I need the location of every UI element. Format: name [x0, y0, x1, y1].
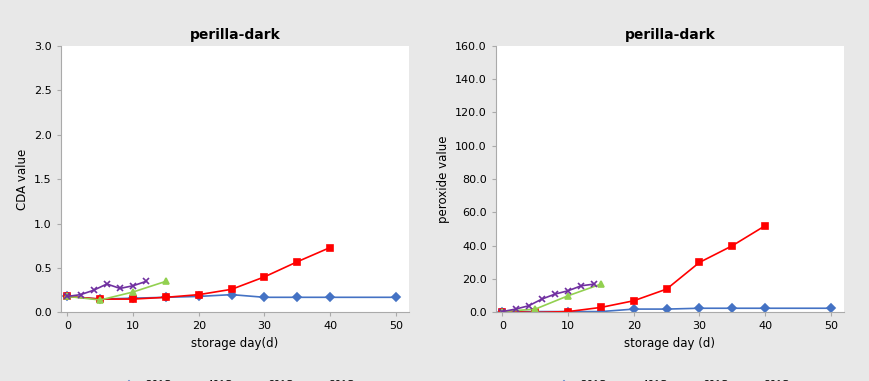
20°C [390, 295, 401, 299]
Line: 20°C: 20°C [64, 292, 398, 302]
Line: 40°C: 40°C [499, 223, 767, 315]
40°C [161, 295, 171, 299]
20°C [128, 296, 138, 301]
40°C [562, 309, 573, 314]
Legend: 20°C, 40°C, 60°C, 80°C: 20°C, 40°C, 60°C, 80°C [111, 376, 358, 381]
60°C [95, 298, 105, 302]
80°C [497, 309, 507, 314]
80°C [575, 283, 586, 288]
20°C [529, 309, 540, 314]
Line: 60°C: 60°C [499, 281, 603, 314]
Y-axis label: CDA value: CDA value [16, 149, 29, 210]
80°C [536, 297, 547, 301]
Line: 80°C: 80°C [499, 281, 596, 314]
60°C [529, 307, 540, 311]
80°C [76, 292, 86, 297]
20°C [627, 307, 638, 311]
Title: perilla-dark: perilla-dark [189, 28, 280, 42]
20°C [95, 297, 105, 301]
80°C [588, 282, 599, 287]
40°C [193, 292, 203, 297]
20°C [63, 294, 73, 299]
20°C [759, 306, 769, 311]
20°C [193, 294, 203, 299]
80°C [63, 294, 73, 299]
20°C [825, 306, 835, 311]
20°C [161, 295, 171, 299]
80°C [115, 286, 125, 291]
Title: perilla-dark: perilla-dark [624, 28, 714, 42]
20°C [660, 307, 671, 311]
20°C [562, 309, 573, 314]
80°C [128, 283, 138, 288]
80°C [562, 288, 573, 293]
Y-axis label: peroxide value: peroxide value [436, 135, 449, 223]
80°C [510, 307, 521, 311]
20°C [595, 309, 606, 314]
20°C [693, 306, 704, 311]
20°C [292, 295, 302, 299]
40°C [324, 245, 335, 250]
40°C [595, 305, 606, 310]
40°C [627, 298, 638, 303]
60°C [595, 282, 606, 287]
20°C [726, 306, 737, 311]
20°C [226, 292, 236, 297]
80°C [549, 292, 560, 296]
60°C [161, 279, 171, 283]
80°C [102, 282, 112, 286]
20°C [497, 309, 507, 314]
X-axis label: storage day (d): storage day (d) [624, 337, 714, 350]
40°C [292, 259, 302, 264]
40°C [529, 310, 540, 315]
Legend: 20°C, 40°C, 60°C, 80°C: 20°C, 40°C, 60°C, 80°C [546, 376, 793, 381]
Line: 80°C: 80°C [64, 279, 149, 299]
40°C [63, 294, 73, 299]
20°C [324, 295, 335, 299]
80°C [89, 288, 99, 293]
Line: 60°C: 60°C [64, 279, 169, 303]
X-axis label: storage day(d): storage day(d) [191, 337, 278, 350]
80°C [141, 279, 151, 283]
20°C [259, 295, 269, 299]
40°C [259, 275, 269, 279]
60°C [497, 309, 507, 314]
40°C [95, 297, 105, 301]
40°C [726, 243, 737, 248]
40°C [759, 223, 769, 228]
40°C [497, 309, 507, 314]
80°C [523, 303, 534, 308]
Line: 40°C: 40°C [64, 245, 333, 302]
60°C [63, 294, 73, 299]
40°C [660, 287, 671, 291]
60°C [128, 290, 138, 294]
40°C [693, 260, 704, 265]
40°C [128, 297, 138, 301]
40°C [226, 287, 236, 291]
Line: 20°C: 20°C [499, 306, 833, 314]
60°C [562, 293, 573, 298]
